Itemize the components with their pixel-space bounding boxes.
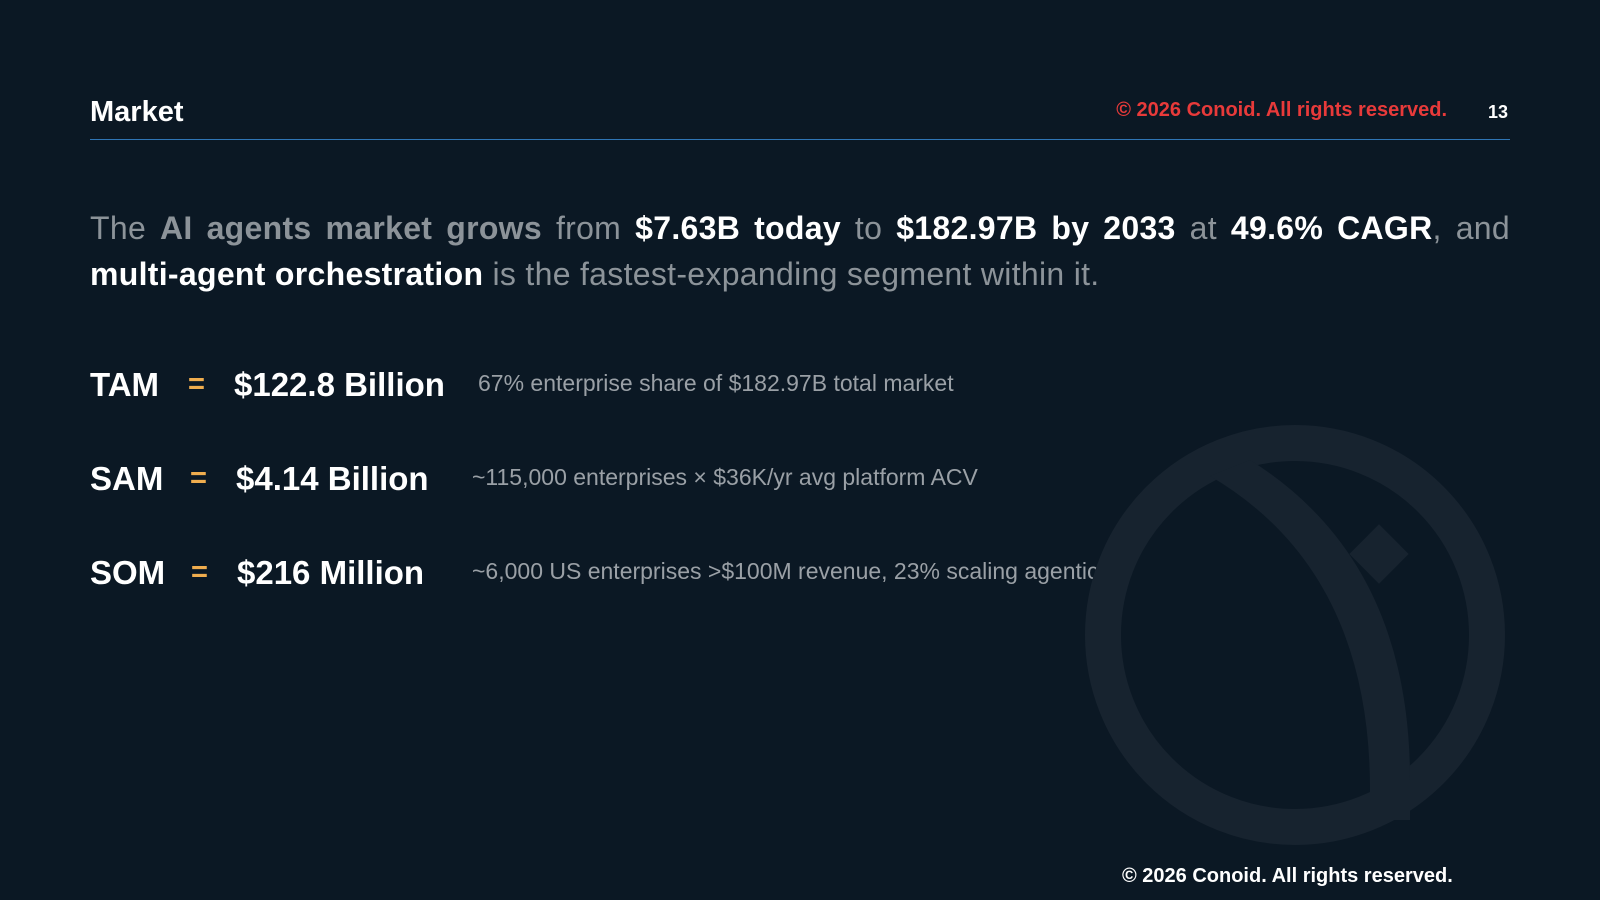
equals-sign: =: [188, 370, 205, 399]
metric-description: ~6,000 US enterprises >$100M revenue, 23…: [472, 560, 1125, 583]
metric-row-tam: TAM = $122.8 Billion 67% enterprise shar…: [90, 368, 1290, 418]
market-headline: The AI agents market grows from $7.63B t…: [90, 205, 1510, 297]
headline-text: , and: [1433, 210, 1510, 246]
headline-text: at: [1176, 210, 1231, 246]
headline-text: to: [841, 210, 896, 246]
metric-value: $216 Million: [237, 556, 424, 589]
headline-highlight: 49.6% CAGR: [1231, 210, 1433, 246]
headline-highlight: $7.63B today: [635, 210, 841, 246]
header-copyright: © 2026 Conoid. All rights reserved.: [1116, 100, 1447, 120]
metric-value: $4.14 Billion: [236, 462, 429, 495]
headline-text: from: [542, 210, 635, 246]
metric-label: TAM: [90, 368, 159, 401]
headline-highlight: $182.97B by 2033: [896, 210, 1175, 246]
section-title: Market: [90, 98, 184, 127]
page-number: 13: [1488, 103, 1508, 121]
headline-text: The: [90, 210, 160, 246]
footer-copyright: © 2026 Conoid. All rights reserved.: [1122, 866, 1453, 886]
equals-sign: =: [190, 464, 207, 493]
metric-description: 67% enterprise share of $182.97B total m…: [478, 372, 954, 395]
metric-label: SAM: [90, 462, 163, 495]
slide-header: Market © 2026 Conoid. All rights reserve…: [90, 96, 1510, 140]
metric-label: SOM: [90, 556, 165, 589]
conoid-logo-watermark-icon: [1080, 420, 1510, 850]
equals-sign: =: [191, 558, 208, 587]
headline-highlight: multi-agent orchestration: [90, 256, 483, 292]
headline-text: is the fastest-expanding segment within …: [483, 256, 1099, 292]
metric-value: $122.8 Billion: [234, 368, 445, 401]
metric-description: ~115,000 enterprises × $36K/yr avg platf…: [472, 466, 978, 489]
headline-emphasis: AI agents market grows: [160, 210, 542, 246]
